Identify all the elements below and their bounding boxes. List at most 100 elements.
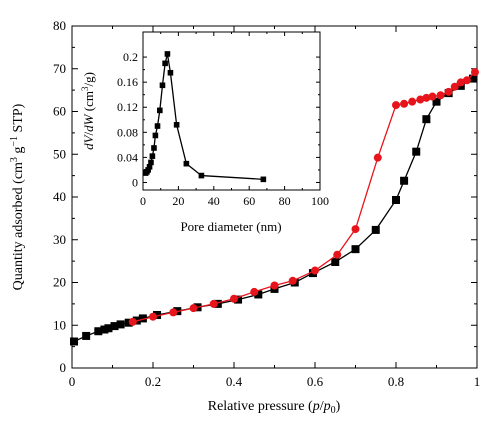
inset-series-0-point bbox=[157, 107, 163, 114]
main-series-1-point bbox=[189, 304, 198, 313]
main-series-0-point bbox=[104, 324, 113, 333]
main-y-tick-label: 60 bbox=[53, 104, 66, 119]
inset-y-tick-label: 0 bbox=[132, 175, 138, 189]
inset-series-0-point bbox=[198, 172, 205, 179]
main-series-0-point bbox=[331, 257, 340, 266]
main-y-tick-label: 50 bbox=[53, 146, 66, 161]
inset-series-group bbox=[142, 51, 267, 183]
main-y-tick-label: 40 bbox=[53, 189, 66, 204]
main-series-0-point bbox=[116, 320, 125, 329]
main-series-1-point bbox=[209, 299, 218, 308]
inset-y-tick-label: 0.16 bbox=[117, 75, 138, 89]
main-series-0-point bbox=[70, 337, 79, 346]
main-series-1-point bbox=[311, 266, 319, 275]
main-series-1-point bbox=[373, 153, 382, 162]
main-series-0-point bbox=[153, 310, 162, 319]
inset-series-0-point bbox=[152, 132, 159, 139]
main-x-tick-label: 0 bbox=[69, 374, 76, 389]
main-series-0-point bbox=[213, 299, 222, 308]
main-y-tick-label: 30 bbox=[53, 232, 66, 247]
main-series-0-point bbox=[94, 327, 103, 336]
inset-plot-frame bbox=[142, 31, 321, 191]
inset-x-axis-title: Pore diameter (nm) bbox=[180, 219, 281, 234]
main-series-1-point bbox=[392, 101, 400, 110]
main-y-tick-label: 70 bbox=[53, 61, 66, 76]
inset-y-tick-label: 0.08 bbox=[117, 125, 138, 139]
main-y-tick-label: 20 bbox=[53, 275, 66, 290]
main-y-axis-title: Quantity adsorbed (cm3 g−1 STP) bbox=[9, 103, 26, 290]
inset-series-0-point bbox=[148, 159, 154, 166]
main-x-tick-label: 1 bbox=[474, 374, 481, 389]
main-series-0-point bbox=[82, 331, 91, 340]
main-series-1-point bbox=[444, 87, 453, 96]
main-x-tick-label: 0.4 bbox=[226, 374, 243, 389]
main-series-0-point bbox=[400, 176, 409, 185]
inset-x-tick-label: 0 bbox=[140, 194, 146, 208]
inset-axis-ticks: 0 20 40 60 80 100 0 0.04 0.08 0.12 0.16 0.2 bbox=[117, 32, 329, 208]
inset-x-tick-label: 60 bbox=[243, 194, 255, 208]
main-series-1-point bbox=[450, 82, 459, 91]
main-series-1-point bbox=[408, 97, 417, 106]
main-series-1-point bbox=[149, 312, 157, 321]
main-series-0-point bbox=[138, 314, 147, 323]
main-series-0-point bbox=[468, 74, 477, 83]
main-series-1-point bbox=[128, 317, 137, 326]
inset-series-0-point bbox=[145, 167, 151, 173]
main-series-0-point bbox=[392, 195, 400, 204]
main-series-0-point bbox=[124, 318, 133, 327]
main-y-tick-label: 80 bbox=[53, 18, 66, 33]
inset-x-tick-label: 20 bbox=[172, 194, 184, 208]
inset-x-tick-label: 100 bbox=[311, 194, 329, 208]
inset-series-0-point bbox=[159, 82, 166, 89]
main-series-0-point bbox=[412, 147, 421, 156]
main-series-1-point bbox=[416, 95, 425, 104]
main-series-1-point bbox=[351, 225, 360, 234]
main-series-1-point bbox=[270, 281, 279, 290]
inset-series-0-point bbox=[167, 69, 174, 76]
main-series-1-point bbox=[230, 294, 238, 303]
main-series-1-point bbox=[400, 99, 409, 108]
main-series-0-point bbox=[254, 290, 263, 299]
main-x-tick-label: 0.8 bbox=[388, 374, 404, 389]
main-y-tick-label: 0 bbox=[60, 360, 67, 375]
inset-series-0-point bbox=[183, 160, 190, 167]
inset-series-0-point bbox=[173, 121, 180, 128]
main-series-0-point bbox=[351, 245, 360, 254]
main-x-tick-label: 0.2 bbox=[145, 374, 161, 389]
inset-x-tick-label: 80 bbox=[279, 194, 291, 208]
inset-y-axis-title: dV/dW (cm3/g) bbox=[80, 72, 96, 150]
inset-x-tick-label: 40 bbox=[208, 194, 220, 208]
main-x-tick-label: 0.6 bbox=[307, 374, 324, 389]
inset-series-0-point bbox=[154, 123, 161, 129]
main-series-1-point bbox=[456, 78, 465, 87]
inset-series-0-point bbox=[260, 176, 267, 183]
main-series-1-point bbox=[333, 250, 342, 259]
main-series-0-point bbox=[371, 225, 380, 234]
main-series-0-point bbox=[432, 97, 441, 106]
main-series-0-point bbox=[234, 295, 243, 304]
main-series-1-point bbox=[428, 92, 437, 101]
main-x-axis-title: Relative pressure (p/p0) bbox=[208, 399, 341, 416]
main-series-1-point bbox=[250, 287, 259, 296]
inset-series-0-point bbox=[164, 51, 171, 57]
inset-series-0-point bbox=[162, 60, 168, 67]
inset-y-tick-label: 0.12 bbox=[117, 100, 138, 114]
inset-y-tick-label: 0.04 bbox=[117, 150, 138, 164]
inset-series-0-point bbox=[146, 164, 153, 170]
main-series-0-point bbox=[110, 322, 119, 331]
main-series-1-point bbox=[436, 91, 445, 100]
inset-series-0-point bbox=[151, 145, 157, 151]
main-series-1-point bbox=[462, 76, 471, 85]
main-series-1-point bbox=[422, 93, 431, 102]
main-series-0-point bbox=[422, 115, 431, 124]
main-y-tick-label: 10 bbox=[53, 317, 66, 332]
main-series-1-point bbox=[288, 276, 297, 285]
main-series-group bbox=[70, 68, 479, 346]
inset-y-tick-label: 0.2 bbox=[123, 50, 138, 64]
main-series-0-point bbox=[100, 325, 109, 334]
inset-series-0-point bbox=[149, 153, 156, 159]
main-series-1-point bbox=[470, 68, 479, 77]
main-series-1-point bbox=[169, 308, 178, 317]
